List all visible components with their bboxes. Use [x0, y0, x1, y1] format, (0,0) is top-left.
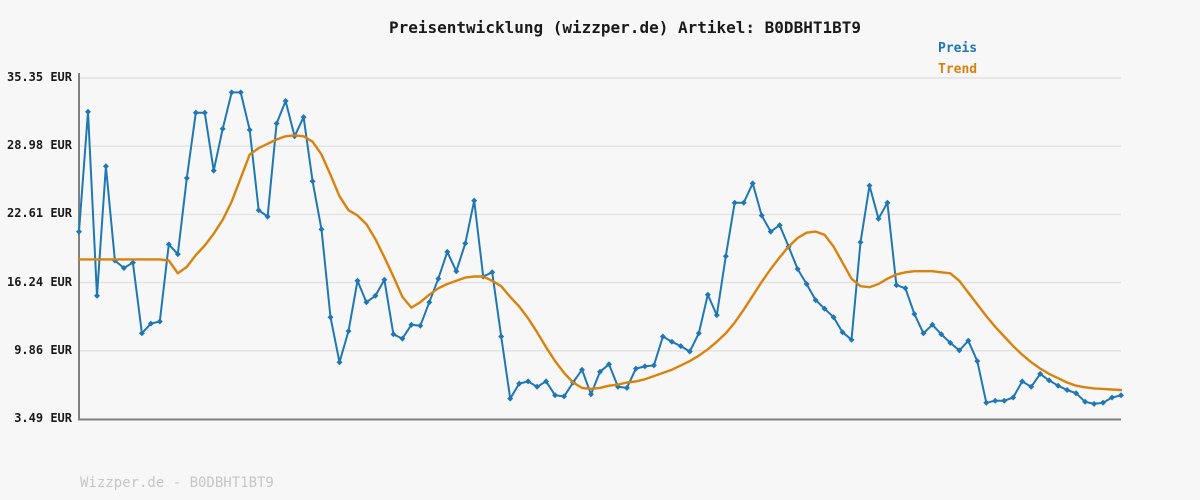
watermark: Wizzper.de - B0DBHT1BT9	[80, 475, 274, 491]
legend-item-trend: Trend	[938, 62, 978, 77]
y-tick-label: 22.61 EUR	[6, 206, 72, 220]
preis-line	[78, 91, 1122, 405]
y-tick-label: 35.35 EUR	[6, 70, 72, 84]
y-tick-label: 3.49 EUR	[14, 411, 72, 425]
chart-title: Preisentwicklung (wizzper.de) Artikel: B…	[388, 18, 861, 37]
y-tick-label: 9.86 EUR	[14, 343, 72, 357]
legend: Preis Trend	[938, 38, 977, 80]
preis-markers	[76, 89, 1124, 407]
y-tick-label: 28.98 EUR	[6, 138, 72, 152]
y-tick-label: 16.24 EUR	[6, 275, 72, 289]
trend-line	[77, 134, 1123, 392]
legend-item-preis: Preis	[938, 41, 978, 56]
